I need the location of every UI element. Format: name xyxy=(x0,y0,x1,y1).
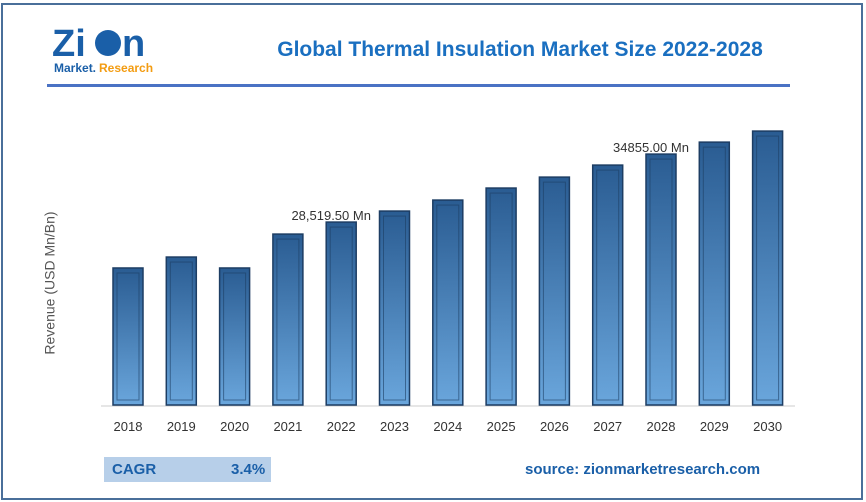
bar-2023 xyxy=(378,210,411,406)
bar-2030 xyxy=(751,130,784,406)
x-tick-label: 2018 xyxy=(114,419,143,434)
bar-2029 xyxy=(698,141,731,406)
x-tick-label: 2019 xyxy=(167,419,196,434)
chart-title: Global Thermal Insulation Market Size 20… xyxy=(277,38,763,61)
svg-text:Zi: Zi xyxy=(52,23,86,65)
bar-2027 xyxy=(591,164,624,406)
cagr-value: 3.4% xyxy=(231,461,266,478)
cagr-box: CAGR 3.4% xyxy=(104,457,271,482)
x-tick-label: 2027 xyxy=(593,419,622,434)
svg-text:n: n xyxy=(122,23,145,65)
bar-bevel xyxy=(542,181,566,401)
bar-bevel xyxy=(116,272,140,401)
x-tick-label: 2030 xyxy=(753,419,782,434)
bar-2028 xyxy=(645,153,677,406)
bar-bevel xyxy=(596,169,620,401)
bar-bevel xyxy=(383,215,406,401)
bar-bevel xyxy=(329,226,353,401)
bar-bevel xyxy=(649,158,673,401)
x-tick-label: 2023 xyxy=(380,419,409,434)
bar-2020 xyxy=(218,267,251,406)
svg-text:Research: Research xyxy=(99,61,153,75)
bar-2021 xyxy=(272,233,304,406)
bar-2026 xyxy=(538,176,571,406)
data-label: 28,519.50 Mn xyxy=(291,208,371,223)
x-tick-label: 2028 xyxy=(647,419,676,434)
x-tick-label: 2029 xyxy=(700,419,729,434)
svg-text:Market.: Market. xyxy=(54,61,96,75)
bar-2025 xyxy=(485,187,517,406)
bar-bevel xyxy=(276,238,300,401)
x-tick-label: 2026 xyxy=(540,419,569,434)
bar-bevel xyxy=(169,261,193,401)
bar-bevel xyxy=(702,146,726,401)
bar-bevel xyxy=(489,192,513,401)
bar-bevel xyxy=(436,204,460,401)
x-tick-label: 2020 xyxy=(220,419,249,434)
bar-2024 xyxy=(432,199,464,406)
cagr-label: CAGR xyxy=(112,461,157,478)
x-tick-label: 2025 xyxy=(487,419,516,434)
title-divider xyxy=(47,84,790,87)
zion-logo: Zi n Market. Research xyxy=(52,23,153,75)
source-text: source: zionmarketresearch.com xyxy=(525,461,761,478)
bar-bevel xyxy=(223,272,247,401)
data-label: 34855.00 Mn xyxy=(613,140,689,155)
x-tick-label: 2024 xyxy=(433,419,462,434)
bar-2022 xyxy=(325,221,357,406)
bar-2019 xyxy=(165,256,198,406)
x-tick-label: 2022 xyxy=(327,419,356,434)
bar-bevel xyxy=(756,135,780,401)
x-tick-label: 2021 xyxy=(273,419,302,434)
bar-2018 xyxy=(112,267,144,406)
